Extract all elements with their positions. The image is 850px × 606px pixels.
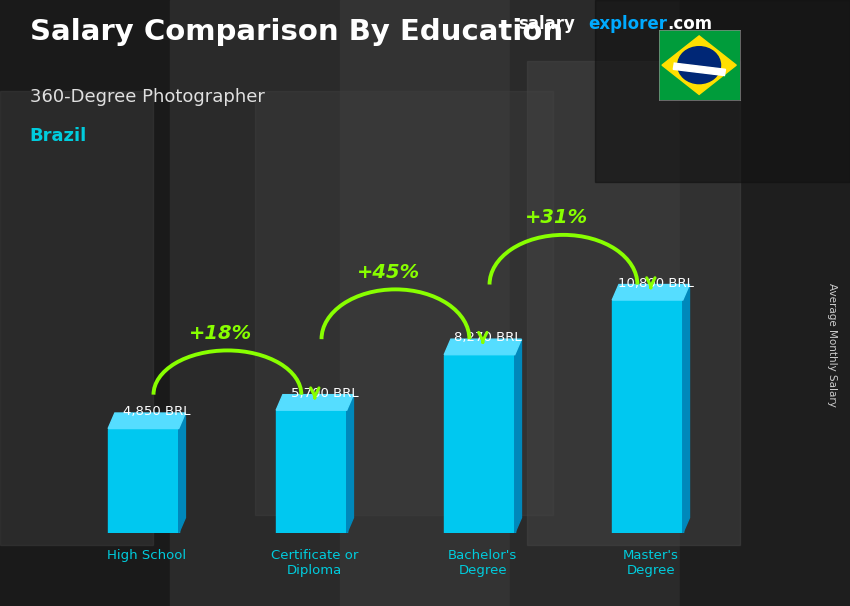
Polygon shape	[612, 285, 689, 300]
Polygon shape	[276, 395, 354, 410]
Polygon shape	[108, 413, 185, 428]
Text: Average Monthly Salary: Average Monthly Salary	[827, 284, 837, 407]
Text: Bachelor's
Degree: Bachelor's Degree	[448, 549, 518, 577]
Text: 360-Degree Photographer: 360-Degree Photographer	[30, 88, 264, 106]
Text: explorer: explorer	[588, 15, 667, 33]
Polygon shape	[445, 339, 521, 355]
Text: .com: .com	[667, 15, 712, 33]
Polygon shape	[683, 285, 689, 533]
Text: 10,800 BRL: 10,800 BRL	[618, 277, 694, 290]
Text: Salary Comparison By Education: Salary Comparison By Education	[30, 18, 563, 46]
Text: High School: High School	[107, 549, 186, 562]
Text: Brazil: Brazil	[30, 127, 87, 145]
Circle shape	[677, 47, 721, 84]
Polygon shape	[178, 413, 185, 533]
Bar	[170, 0, 340, 606]
Polygon shape	[662, 36, 736, 95]
Text: +31%: +31%	[525, 208, 588, 227]
Polygon shape	[515, 339, 521, 533]
Bar	[680, 0, 850, 606]
Bar	[276, 410, 347, 533]
Bar	[445, 355, 515, 533]
Text: 5,700 BRL: 5,700 BRL	[291, 387, 359, 400]
Text: 4,850 BRL: 4,850 BRL	[123, 405, 190, 418]
Text: Master's
Degree: Master's Degree	[623, 549, 679, 577]
Polygon shape	[595, 0, 850, 182]
Text: +45%: +45%	[357, 262, 420, 282]
Bar	[0, 91, 153, 545]
Bar	[673, 63, 725, 76]
Bar	[510, 0, 680, 606]
Text: Certificate or
Diploma: Certificate or Diploma	[271, 549, 359, 577]
Text: +18%: +18%	[190, 324, 252, 342]
Text: 8,270 BRL: 8,270 BRL	[454, 331, 522, 344]
Bar	[612, 300, 683, 533]
Bar	[108, 428, 178, 533]
Text: salary: salary	[518, 15, 575, 33]
Polygon shape	[347, 395, 354, 533]
Bar	[527, 61, 740, 545]
Bar	[340, 0, 510, 606]
Bar	[255, 91, 552, 515]
Bar	[0, 0, 170, 606]
